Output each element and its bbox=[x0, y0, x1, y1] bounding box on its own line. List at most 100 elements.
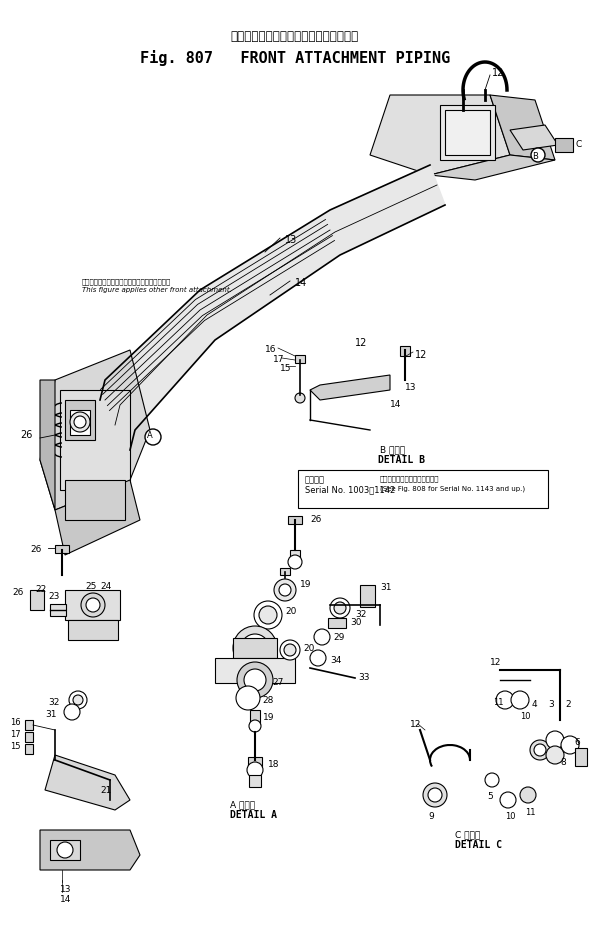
Circle shape bbox=[247, 762, 263, 778]
Text: フロント　アタッチメント　パイピング: フロント アタッチメント パイピング bbox=[231, 30, 359, 43]
Text: C 詳　細: C 詳 細 bbox=[455, 830, 480, 839]
Text: B: B bbox=[532, 152, 538, 161]
Text: 11: 11 bbox=[493, 698, 504, 707]
Circle shape bbox=[310, 650, 326, 666]
Text: 16: 16 bbox=[265, 345, 277, 354]
Text: 13: 13 bbox=[405, 383, 417, 392]
Bar bbox=[50, 840, 80, 860]
Circle shape bbox=[241, 634, 269, 662]
Text: This figure applies other front attachment.: This figure applies other front attachme… bbox=[82, 287, 232, 293]
Bar bbox=[55, 545, 69, 553]
Text: 適用号機: 適用号機 bbox=[305, 475, 325, 484]
Polygon shape bbox=[100, 165, 445, 450]
Circle shape bbox=[274, 579, 296, 601]
Text: 26: 26 bbox=[30, 545, 41, 554]
Circle shape bbox=[279, 584, 291, 596]
Text: 12: 12 bbox=[410, 720, 421, 729]
Bar bbox=[70, 410, 90, 435]
Text: 2: 2 bbox=[565, 700, 571, 709]
Circle shape bbox=[500, 792, 516, 808]
Circle shape bbox=[70, 412, 90, 432]
Polygon shape bbox=[490, 95, 555, 160]
Circle shape bbox=[249, 720, 261, 732]
Bar bbox=[440, 105, 495, 160]
Bar bbox=[25, 720, 33, 730]
Circle shape bbox=[496, 691, 514, 709]
Circle shape bbox=[81, 593, 105, 617]
Circle shape bbox=[69, 691, 87, 709]
Polygon shape bbox=[40, 830, 140, 870]
Text: 25: 25 bbox=[85, 582, 96, 591]
Circle shape bbox=[73, 695, 83, 705]
Text: 22: 22 bbox=[35, 585, 46, 594]
Text: 34: 34 bbox=[330, 656, 342, 665]
Circle shape bbox=[295, 393, 305, 403]
Text: 12: 12 bbox=[355, 338, 368, 348]
Text: 31: 31 bbox=[45, 710, 57, 719]
Text: 29: 29 bbox=[333, 633, 345, 642]
Text: 19: 19 bbox=[300, 580, 311, 589]
Circle shape bbox=[259, 606, 277, 624]
Text: Serial No. 1003～1142: Serial No. 1003～1142 bbox=[305, 485, 395, 494]
Circle shape bbox=[284, 644, 296, 656]
Circle shape bbox=[74, 416, 86, 428]
Bar bbox=[65, 480, 125, 520]
Text: 16: 16 bbox=[10, 718, 21, 727]
Text: 13: 13 bbox=[60, 885, 72, 894]
Text: 15: 15 bbox=[280, 364, 291, 373]
Bar bbox=[298, 470, 548, 508]
Text: 14: 14 bbox=[60, 895, 72, 904]
Text: 12: 12 bbox=[415, 350, 427, 360]
Text: DETAIL A: DETAIL A bbox=[230, 810, 277, 820]
Text: 18: 18 bbox=[268, 760, 280, 769]
Circle shape bbox=[244, 669, 266, 691]
Text: 5: 5 bbox=[487, 792, 493, 801]
Circle shape bbox=[530, 740, 550, 760]
Circle shape bbox=[423, 783, 447, 807]
Text: Fig. 807   FRONT ATTACHMENT PIPING: Fig. 807 FRONT ATTACHMENT PIPING bbox=[140, 50, 450, 66]
Circle shape bbox=[57, 842, 73, 858]
Circle shape bbox=[237, 662, 273, 698]
Text: 24: 24 bbox=[100, 582, 111, 591]
Text: 15: 15 bbox=[10, 742, 21, 751]
Text: 14: 14 bbox=[390, 400, 401, 409]
Text: 4: 4 bbox=[532, 700, 538, 709]
Text: 17: 17 bbox=[10, 730, 21, 739]
Text: 31: 31 bbox=[380, 583, 391, 592]
Text: １１４３以降は図８０８御参照: １１４３以降は図８０８御参照 bbox=[380, 475, 440, 481]
Text: 26: 26 bbox=[310, 515, 322, 524]
Text: 21: 21 bbox=[100, 786, 111, 795]
Bar bbox=[249, 775, 261, 787]
Polygon shape bbox=[45, 755, 130, 810]
Text: 30: 30 bbox=[350, 618, 362, 627]
Polygon shape bbox=[310, 375, 390, 400]
Circle shape bbox=[546, 746, 564, 764]
Circle shape bbox=[485, 773, 499, 787]
Text: 33: 33 bbox=[358, 673, 369, 682]
Circle shape bbox=[280, 640, 300, 660]
Bar bbox=[360, 585, 375, 607]
Text: 28: 28 bbox=[262, 696, 274, 705]
Text: DETAIL C: DETAIL C bbox=[455, 840, 502, 850]
Bar bbox=[290, 550, 300, 562]
Bar bbox=[575, 748, 587, 766]
Circle shape bbox=[288, 555, 302, 569]
Bar bbox=[400, 346, 410, 356]
Text: 20: 20 bbox=[285, 607, 296, 616]
Text: 10: 10 bbox=[520, 712, 531, 721]
Circle shape bbox=[534, 744, 546, 756]
Text: 20: 20 bbox=[303, 644, 314, 653]
Bar bbox=[25, 744, 33, 754]
Circle shape bbox=[511, 691, 529, 709]
Text: 23: 23 bbox=[48, 592, 59, 601]
Polygon shape bbox=[370, 95, 510, 175]
Bar bbox=[288, 516, 302, 524]
Bar bbox=[233, 638, 277, 658]
Polygon shape bbox=[40, 350, 150, 510]
Bar bbox=[65, 400, 95, 440]
Text: C: C bbox=[575, 140, 582, 149]
Text: DETAIL B: DETAIL B bbox=[378, 455, 425, 465]
Bar bbox=[328, 618, 346, 628]
Text: 14: 14 bbox=[295, 278, 307, 288]
Circle shape bbox=[254, 601, 282, 629]
